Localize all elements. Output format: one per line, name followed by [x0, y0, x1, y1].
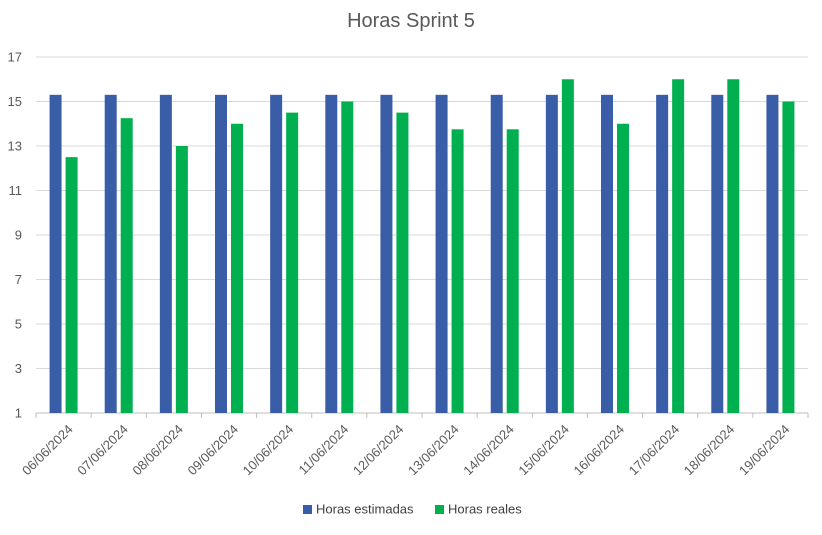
bar-horas-reales — [561, 79, 574, 413]
bar-horas-reales — [231, 123, 243, 413]
bar-horas-reales — [175, 146, 188, 413]
y-tick-label: 15 — [8, 94, 22, 109]
x-tick-label: 18/06/2024 — [681, 422, 738, 479]
bar-horas-reales — [672, 79, 685, 413]
bar-horas-reales — [65, 157, 78, 413]
bar-horas-estimadas — [380, 94, 393, 413]
x-tick-label: 09/06/2024 — [184, 422, 241, 479]
bar-horas-estimadas — [49, 94, 62, 413]
legend-label: Horas estimadas — [316, 502, 414, 517]
x-tick-label: 17/06/2024 — [626, 422, 683, 479]
chart-title: Horas Sprint 5 — [347, 10, 475, 32]
bar-horas-estimadas — [104, 94, 117, 413]
x-tick-label: 16/06/2024 — [570, 422, 627, 479]
bar-horas-reales — [286, 112, 299, 413]
bar-horas-reales — [782, 101, 795, 413]
x-tick-label: 12/06/2024 — [350, 422, 407, 479]
x-tick-label: 10/06/2024 — [240, 422, 297, 479]
y-tick-label: 1 — [15, 406, 22, 421]
y-tick-label: 3 — [15, 361, 22, 376]
bar-horas-estimadas — [545, 94, 558, 413]
x-tick-label: 14/06/2024 — [460, 422, 517, 479]
y-tick-label: 11 — [9, 183, 23, 198]
legend-label: Horas reales — [448, 502, 522, 517]
bar-horas-estimadas — [711, 94, 724, 413]
bar-horas-reales — [727, 79, 740, 413]
bar-horas-estimadas — [159, 94, 172, 413]
bar-horas-estimadas — [270, 94, 283, 413]
legend-swatch — [303, 505, 312, 514]
y-tick-label: 17 — [8, 50, 22, 65]
bar-horas-estimadas — [325, 94, 338, 413]
bar-horas-reales — [120, 118, 133, 413]
bar-horas-estimadas — [435, 94, 448, 413]
y-tick-label: 7 — [15, 272, 22, 287]
legend-swatch — [435, 505, 444, 514]
bar-horas-estimadas — [490, 94, 503, 413]
bar-horas-reales — [341, 101, 354, 413]
y-tick-label: 5 — [15, 317, 22, 332]
y-tick-label: 13 — [8, 139, 22, 154]
bar-horas-estimadas — [601, 94, 613, 413]
bar-horas-reales — [451, 129, 464, 413]
bar-horas-estimadas — [215, 94, 227, 413]
bar-horas-reales — [617, 123, 629, 413]
x-tick-label: 13/06/2024 — [405, 422, 462, 479]
x-tick-label: 19/06/2024 — [736, 422, 793, 479]
x-tick-label: 15/06/2024 — [515, 422, 572, 479]
bar-horas-reales — [396, 112, 409, 413]
bar-horas-estimadas — [766, 94, 779, 413]
x-tick-label: 08/06/2024 — [129, 422, 186, 479]
x-tick-label: 07/06/2024 — [74, 422, 131, 479]
bar-horas-reales — [506, 129, 519, 413]
y-tick-label: 9 — [15, 228, 22, 243]
x-tick-label: 11/06/2024 — [295, 422, 351, 478]
bar-horas-estimadas — [656, 94, 669, 413]
x-tick-label: 06/06/2024 — [19, 422, 76, 479]
